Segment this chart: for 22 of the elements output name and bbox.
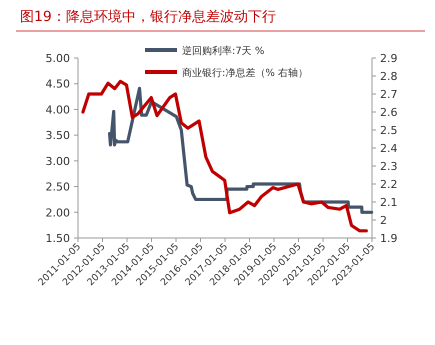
y-tick-label: 5.00 bbox=[46, 52, 70, 65]
y-tick-label: 2.50 bbox=[46, 180, 70, 194]
y2-tick-label: 2.6 bbox=[380, 106, 398, 119]
legend-label: 商业银行:净息差（% 右轴） bbox=[182, 67, 308, 79]
y2-tick-label: 2.5 bbox=[380, 124, 398, 137]
y2-tick-label: 2.2 bbox=[380, 178, 398, 191]
y-tick-label: 3.00 bbox=[46, 154, 70, 168]
y-tick-label: 1.50 bbox=[46, 232, 70, 245]
y-tick-label: 4.00 bbox=[46, 103, 70, 116]
y-tick-label: 3.50 bbox=[46, 129, 70, 142]
y-tick-label: 2.00 bbox=[46, 206, 70, 220]
y2-tick-label: 2.4 bbox=[380, 142, 398, 155]
y2-tick-label: 2.8 bbox=[380, 70, 398, 83]
y2-tick-label: 2.7 bbox=[380, 88, 398, 101]
y2-tick-label: 2.3 bbox=[380, 160, 398, 173]
y-tick-label: 4.50 bbox=[46, 78, 70, 91]
y2-tick-label: 2.1 bbox=[380, 196, 398, 209]
y2-tick-label: 2 bbox=[380, 214, 387, 227]
y2-tick-label: 1.9 bbox=[380, 232, 398, 245]
title: 图19：降息环境中，银行净息差波动下行 bbox=[20, 9, 276, 25]
legend-label: 逆回购利率:7天 % bbox=[182, 45, 264, 57]
y2-tick-label: 2.9 bbox=[380, 52, 398, 65]
